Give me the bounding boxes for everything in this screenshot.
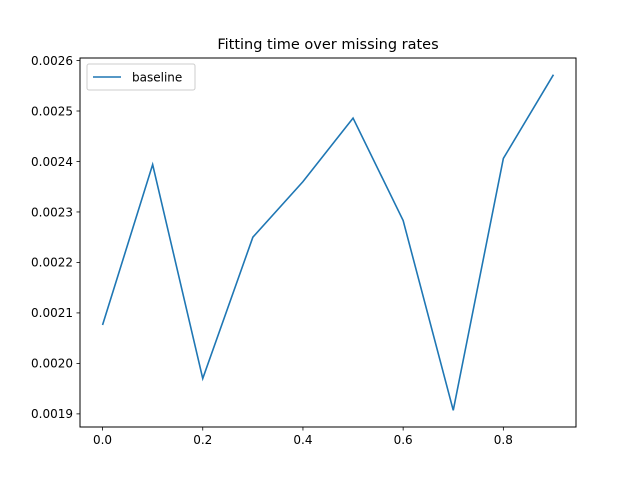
series-line-baseline [101, 74, 555, 411]
x-tick-label: 0.4 [293, 433, 312, 447]
legend-label: baseline [132, 70, 182, 84]
x-tick-label: 0.2 [193, 433, 212, 447]
y-axis-ticks: 0.0019 0.0020 0.0021 0.0022 0.0023 0.0024 0.00… [31, 54, 80, 421]
y-tick-label: 0.0023 [31, 205, 73, 219]
y-tick-label: 0.0026 [31, 54, 73, 68]
y-tick-label: 0.0024 [31, 155, 73, 169]
y-tick-label: 0.0020 [31, 357, 73, 371]
y-tick-label: 0.0021 [31, 306, 73, 320]
legend-box [86, 63, 196, 91]
x-tick-label: 0.8 [494, 433, 513, 447]
y-tick-label: 0.0025 [31, 104, 73, 118]
x-tick-label: 0.6 [394, 433, 413, 447]
x-axis-ticks: 0.0 0.2 0.4 0.6 0.8 [93, 427, 513, 447]
plot-frame [79, 57, 577, 428]
x-tick-label: 0.0 [93, 433, 112, 447]
legend: baseline [86, 63, 196, 91]
y-tick-label: 0.0022 [31, 256, 73, 270]
chart-title: Fitting time over missing rates [217, 37, 438, 53]
y-tick-label: 0.0019 [31, 407, 73, 421]
series-lines [101, 74, 555, 411]
